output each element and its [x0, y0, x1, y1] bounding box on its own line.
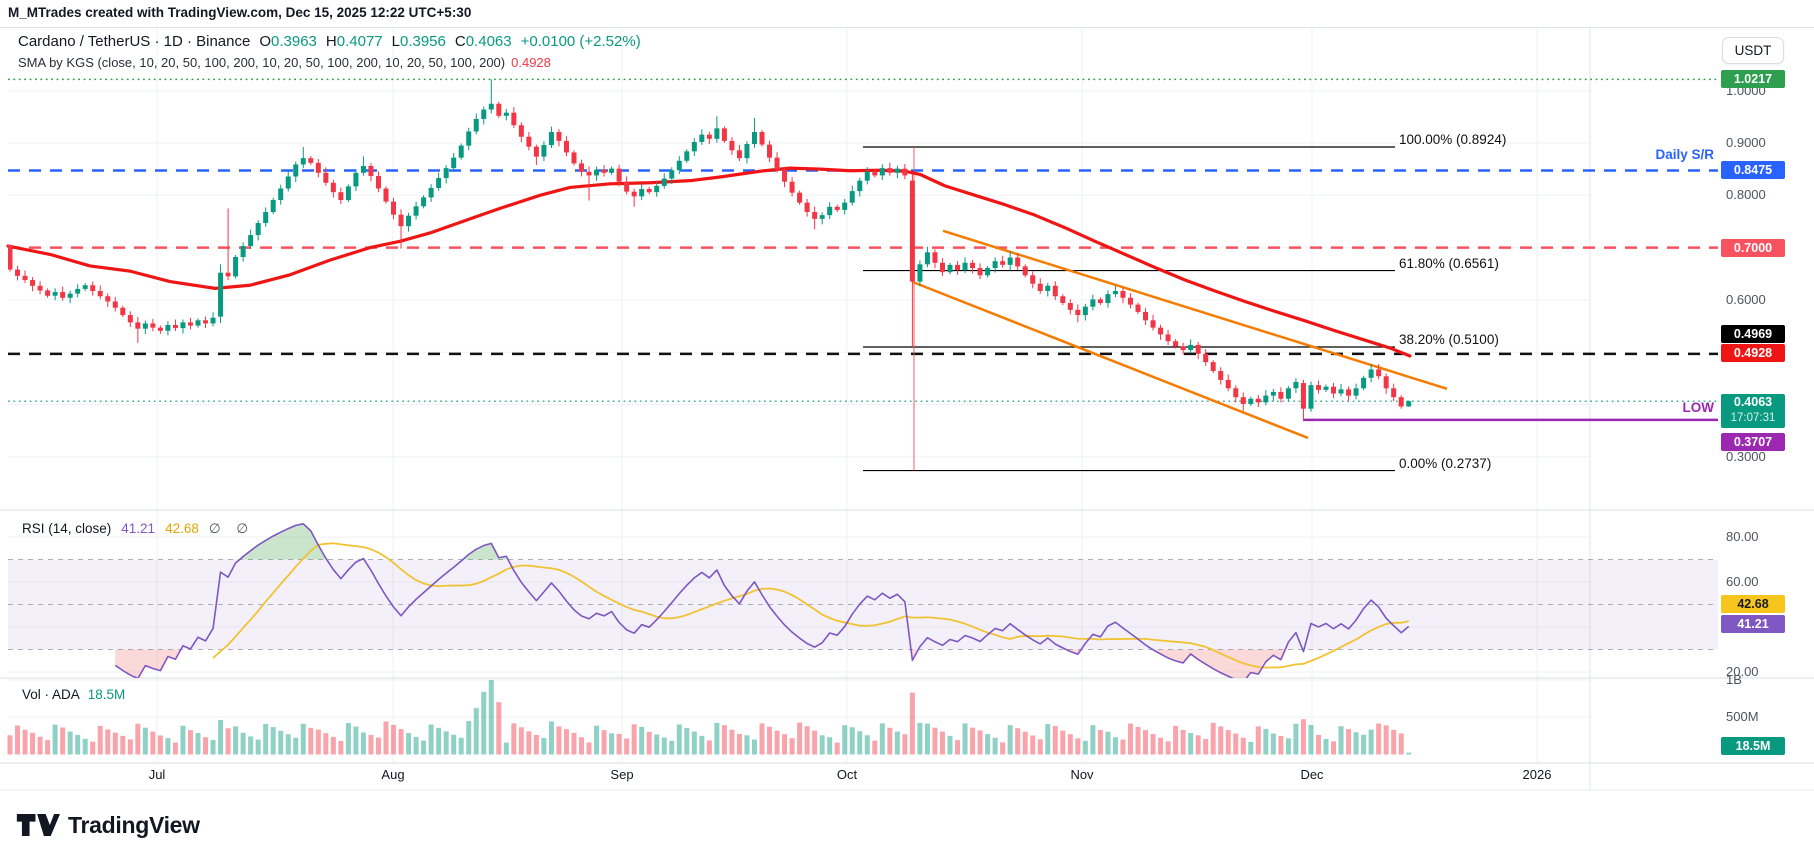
volume-axis-label-1B: 1B — [1726, 672, 1742, 687]
rsi-empty-markers: ∅ ∅ — [208, 521, 255, 536]
countdown-timer: 17:07:31 — [1730, 412, 1776, 425]
attribution-text: M_MTrades created with TradingView.com, … — [8, 5, 472, 20]
change-value: +0.0100 (+2.52%) — [520, 33, 641, 50]
daily-sr-line-label: Daily S/R — [1655, 147, 1714, 162]
volume-title[interactable]: Vol · ADA — [22, 687, 80, 702]
high-value: 0.4077 — [336, 33, 383, 50]
price-axis-label-0.9000: 0.9000 — [1726, 135, 1766, 150]
price-badge-1.0217: 1.0217 — [1721, 70, 1785, 89]
rsi-badge-42.68: 42.68 — [1721, 595, 1785, 613]
fib-label-38.2: 38.20% (0.5100) — [1399, 331, 1499, 347]
price-badge-0.4969: 0.4969 — [1721, 324, 1785, 343]
currency-unit-button[interactable]: USDT — [1722, 37, 1784, 64]
rsi-value: 41.21 — [121, 521, 156, 536]
tradingview-logo-icon — [16, 814, 60, 836]
close-value: 0.4063 — [465, 33, 512, 50]
price-axis-label-0.8000: 0.8000 — [1726, 187, 1766, 203]
sma-value: 0.4928 — [511, 55, 551, 70]
time-axis-label-Jul: Jul — [148, 767, 166, 782]
time-axis-label-Nov: Nov — [1070, 767, 1094, 782]
rsi-title[interactable]: RSI (14, close) — [22, 521, 112, 536]
rsi-ma-value: 42.68 — [165, 521, 199, 536]
open-label: O — [259, 33, 272, 50]
rsi-indicator-header[interactable]: RSI (14, close) 41.21 42.68 ∅ ∅ — [22, 521, 254, 537]
price-axis-label-0.3000: 0.3000 — [1726, 448, 1766, 464]
fib-label-0: 0.00% (0.2737) — [1399, 455, 1492, 471]
high-label: H — [325, 33, 337, 50]
time-axis-label-Sep: Sep — [610, 767, 634, 782]
rsi-axis-label-60.00: 60.00 — [1726, 574, 1759, 589]
low-value: 0.3956 — [399, 33, 446, 50]
price-badge-0.4928: 0.4928 — [1721, 343, 1785, 362]
close-label: C — [454, 33, 466, 50]
sma-label[interactable]: SMA by KGS (close, 10, 20, 50, 100, 200,… — [18, 55, 506, 70]
volume-axis-label-500M: 500M — [1726, 709, 1759, 724]
price-badge-0.3707: 0.3707 — [1721, 432, 1785, 451]
sma-indicator-header[interactable]: SMA by KGS (close, 10, 20, 50, 100, 200,… — [18, 55, 551, 70]
low-line-label: LOW — [1682, 400, 1715, 415]
price-badge-0.7000: 0.7000 — [1721, 238, 1785, 257]
rsi-axis-label-20.00: 20.00 — [1726, 664, 1759, 679]
price-badge-0.4063: 0.4063 17:07:31 — [1721, 394, 1785, 429]
rsi-badge-41.21: 41.21 — [1721, 615, 1785, 633]
fib-label-61.8: 61.80% (0.6561) — [1399, 255, 1499, 271]
tradingview-logo[interactable]: TradingView — [16, 810, 200, 840]
symbol-title[interactable]: Cardano / TetherUS · 1D · Binance — [18, 33, 251, 50]
rsi-axis-label-80.00: 80.00 — [1726, 529, 1759, 544]
time-axis-label-2026: 2026 — [1522, 767, 1552, 782]
volume-value: 18.5M — [87, 687, 126, 702]
time-axis-label-Aug: Aug — [381, 767, 405, 782]
time-axis-label-Dec: Dec — [1300, 767, 1324, 782]
price-badge-0.8475: 0.8475 — [1721, 161, 1785, 180]
volume-indicator-header[interactable]: Vol · ADA 18.5M — [22, 687, 125, 702]
top-bar: M_MTrades created with TradingView.com, … — [0, 0, 1814, 28]
price-axis-label-0.6000: 0.6000 — [1726, 291, 1766, 307]
time-axis-label-Oct: Oct — [836, 767, 858, 782]
open-value: 0.3963 — [271, 33, 317, 50]
symbol-header[interactable]: Cardano / TetherUS · 1D · Binance O0.3963… — [18, 33, 641, 50]
low-label: L — [391, 33, 400, 50]
fib-label-100: 100.00% (0.8924) — [1399, 131, 1507, 147]
tradingview-logo-text: TradingView — [68, 811, 200, 838]
volume-badge-18.5M: 18.5M — [1721, 737, 1785, 755]
